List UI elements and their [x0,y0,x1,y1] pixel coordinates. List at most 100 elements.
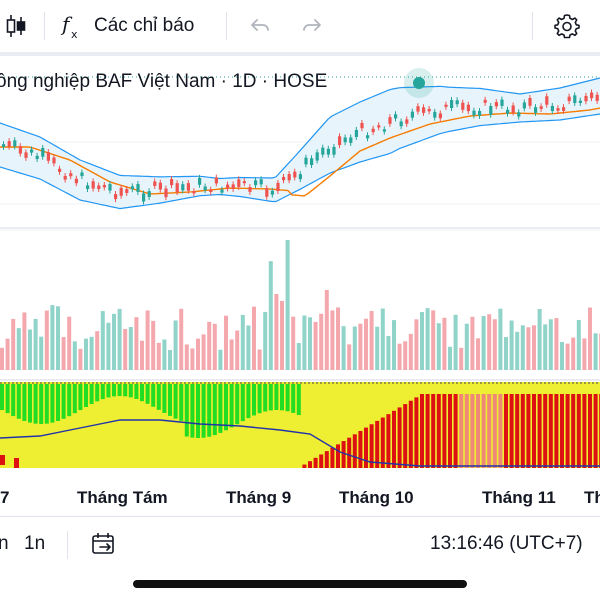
date-range-icon[interactable] [90,531,118,562]
candle-body [30,149,34,153]
indicator-bar [392,410,396,468]
market-status-indicator[interactable] [404,68,434,98]
indicator-bar [319,454,324,468]
bottom-toolbar: n 1n 13:16:46 (UTC+7) [0,516,600,573]
candle-body [147,191,151,198]
candle-body [349,137,353,143]
indicator-bar [347,437,352,468]
volume-bar [392,320,396,370]
candle-body [472,110,476,116]
indicator-bar [224,384,228,431]
indicator-bar [134,384,139,399]
indicator-bar [117,384,122,397]
bollinger-lower-line [0,113,600,210]
candlestick-icon[interactable] [0,0,32,52]
indicator-bar [425,394,430,468]
candle-body [69,173,73,177]
candle-body [7,141,11,147]
price-chart[interactable] [0,56,600,480]
volume-bar [375,326,380,370]
volume-bar [162,339,167,370]
volume-bar [313,321,318,370]
indicator-bar [184,384,189,437]
candle-body [58,168,62,172]
candle-body [80,172,84,177]
candle-body [114,194,118,200]
indicator-bar [448,394,452,468]
redo-icon[interactable] [296,0,328,52]
volume-bar [56,306,60,370]
range-button[interactable]: n [0,533,9,554]
volume-bar [33,318,38,370]
volume-bar [548,319,553,370]
volume-bar [352,326,357,370]
candle-body [360,122,364,129]
candle-body [595,94,599,101]
candle-body [539,106,543,109]
candle-body [276,182,280,191]
candle-body [242,181,246,184]
candle-body [248,187,252,192]
indicator-bar [67,384,72,417]
candle-body [522,102,526,109]
candle-body [181,184,185,191]
volume-bar [554,318,559,370]
candle-body [461,102,465,110]
indicator-bar [263,384,268,412]
gear-icon[interactable] [550,0,584,52]
candle-body [74,178,78,184]
candle-body [422,107,426,113]
symbol-title[interactable]: ông nghiệp BAF Việt Nam · 1D · HOSE [0,71,328,92]
indicator-bar [487,394,492,468]
candle-body [438,113,442,119]
volume-bar [436,323,441,370]
volume-bar [358,323,363,370]
indicator-bar [39,384,44,424]
range-1y-button[interactable]: 1n [24,533,46,554]
candle-body [18,146,22,154]
indicator-bar [532,394,536,468]
indicator-bar [196,384,200,438]
indicator-bar [179,384,184,421]
indicator-line [0,419,600,467]
volume-bar [246,325,251,370]
indicator-bar [5,384,10,414]
candle-body [550,105,554,112]
candle-body [405,119,409,124]
volume-bar [442,317,447,370]
indicator-bar [515,394,520,468]
volume-bar [207,321,212,370]
volume-bar [464,323,469,370]
indicator-bar [89,384,94,405]
clock-time[interactable]: 13:16:46 (UTC+7) [430,533,583,554]
x-axis-label: 7 [0,488,10,507]
volume-bar [403,341,408,370]
volume-bar [168,349,172,370]
indicator-bar [100,384,105,400]
indicator-bar [252,384,256,416]
volume-bar [224,315,228,370]
volume-bar [156,342,161,370]
undo-icon[interactable] [244,0,276,52]
volume-bar [336,307,340,370]
toolbar-separator [0,52,600,56]
candle-body [455,100,459,105]
candle-body [175,183,179,193]
candle-body [13,140,17,147]
bollinger-upper-line [0,77,600,180]
indicator-bar [380,417,385,468]
volume-bar [408,333,413,370]
volume-bar [106,322,111,370]
indicator-bar [190,384,195,438]
candle-body [304,157,308,165]
candle-body [545,96,549,105]
x-axis-label: Tháng 10 [339,488,414,507]
volume-bar [28,329,32,370]
indicator-bar [296,384,301,416]
x-axis-label: Th [584,488,600,507]
indicators-button[interactable]: f x Các chỉ báo [56,0,216,52]
indicator-bar [470,394,475,468]
indicator-bar [464,394,469,468]
chart-canvas[interactable] [0,56,600,480]
candle-body [265,188,269,197]
